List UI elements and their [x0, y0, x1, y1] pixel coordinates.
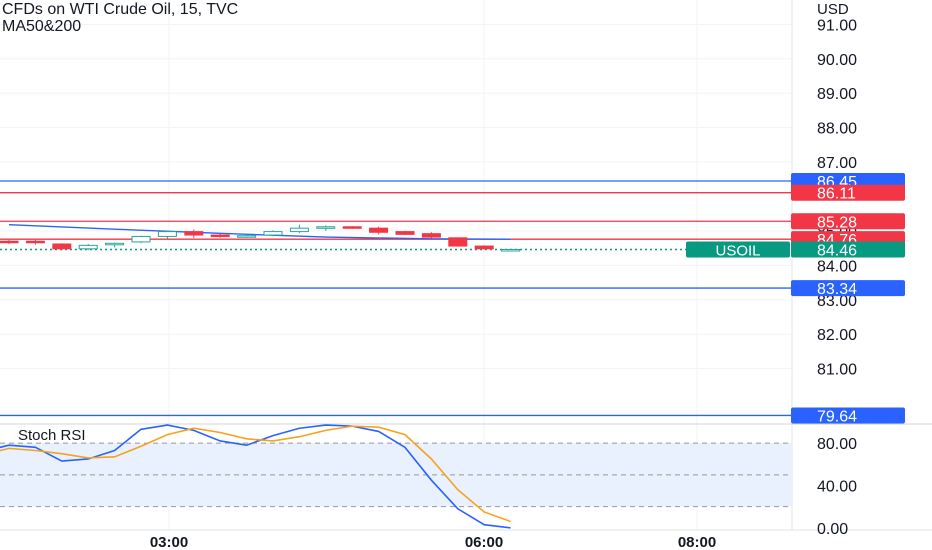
chart-title-block: CFDs on WTI Crude Oil, 15, TVC MA50&200	[2, 1, 238, 35]
horizontal-levels	[0, 180, 792, 417]
candle-body	[474, 245, 494, 250]
indicator-label[interactable]: MA50&200	[2, 18, 82, 35]
symbol-tag-label: USOIL	[715, 243, 760, 260]
level-tag-label: 79.64	[817, 408, 857, 425]
stoch-rsi-lines	[0, 424, 511, 529]
grid-lines	[0, 0, 932, 531]
price-tick-label: 89.00	[817, 86, 857, 103]
price-tick-label: 84.00	[817, 258, 857, 275]
stoch-rsi-title[interactable]: Stoch RSI	[18, 427, 86, 444]
price-tick-label: 83.00	[817, 293, 857, 310]
candle-body	[105, 242, 125, 246]
stoch-rsi-band	[0, 442, 792, 508]
candle-body	[395, 231, 415, 235]
level-tag-label: 83.34	[817, 281, 857, 298]
price-tick-label: 90.00	[817, 52, 857, 69]
last-price-label: 84.46	[817, 243, 857, 260]
level-tag	[791, 407, 905, 424]
level-tag	[791, 184, 905, 201]
candle-body	[25, 240, 45, 244]
rsi-tick-label: 80.00	[817, 436, 857, 453]
rsi-tick-label: 40.00	[817, 478, 857, 495]
level-tag-label: 86.11	[817, 186, 856, 203]
candle-body	[501, 249, 521, 252]
candle-body	[289, 227, 309, 233]
symbol-tag	[686, 241, 790, 258]
time-tick-label: 08:00	[678, 534, 716, 550]
price-tick-label: 81.00	[817, 362, 857, 379]
price-tick-label: 91.00	[817, 17, 857, 34]
rsi-tick-label: 0.00	[817, 521, 848, 538]
candle-body	[78, 244, 98, 250]
stoch-line-k	[0, 424, 511, 529]
time-tick-label: 06:00	[465, 534, 503, 550]
stoch-line-d	[0, 425, 511, 523]
candle-body	[184, 231, 204, 236]
candle-body	[52, 243, 72, 250]
candle-body	[131, 235, 151, 243]
time-tick-label: 03:00	[150, 534, 188, 550]
level-tag	[791, 213, 905, 230]
candle-body	[369, 227, 389, 233]
candle-body	[316, 226, 336, 229]
level-tag	[791, 280, 905, 297]
price-tick-label: 88.00	[817, 121, 857, 138]
candle-body	[237, 235, 257, 238]
time-axis[interactable]: 03:00 06:00 08:00	[150, 534, 716, 550]
candles	[0, 224, 521, 252]
candle-body	[0, 240, 19, 244]
last-price-tag	[791, 241, 905, 258]
candle-body	[342, 226, 362, 229]
price-axis[interactable]: 91.0090.0089.0088.0087.0085.0084.0083.00…	[817, 17, 857, 538]
candle-body	[157, 231, 177, 237]
price-tick-label: 82.00	[817, 327, 857, 344]
price-tick-label: 87.00	[817, 155, 857, 172]
chart-title: CFDs on WTI Crude Oil, 15, TVC	[2, 1, 239, 18]
candle-body	[448, 237, 468, 247]
candle-body	[263, 231, 283, 236]
candle-body	[210, 234, 230, 238]
candle-body	[421, 233, 441, 238]
currency-label: USD	[817, 1, 849, 18]
level-tag-label: 85.28	[817, 214, 857, 231]
